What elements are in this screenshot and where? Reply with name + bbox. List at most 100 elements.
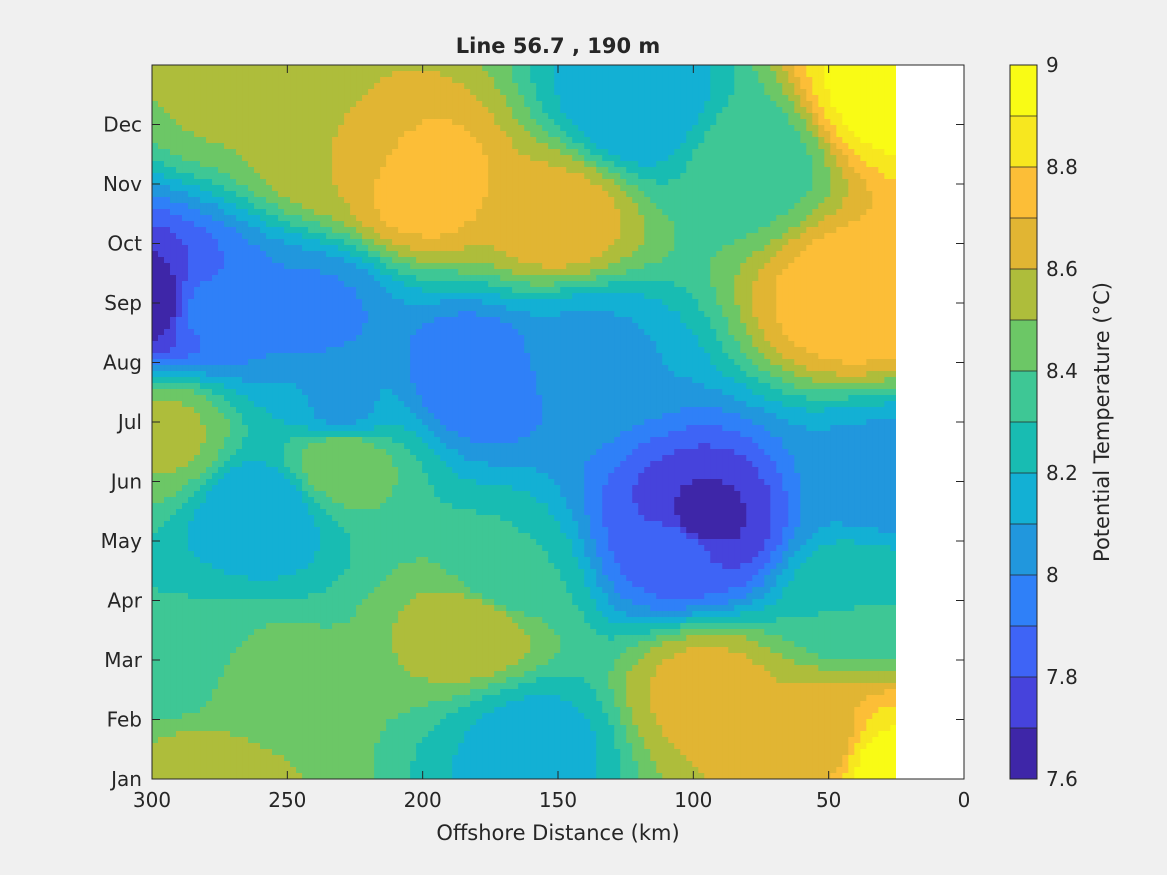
contour-cell (362, 179, 369, 186)
contour-cell (362, 239, 369, 246)
contour-cell (260, 71, 267, 78)
contour-cell (614, 149, 621, 156)
contour-cell (350, 305, 357, 312)
contour-cell (326, 173, 333, 180)
contour-cell (806, 101, 813, 108)
contour-cell (290, 275, 297, 282)
contour-cell (212, 251, 219, 258)
contour-cell (638, 107, 645, 114)
contour-cell (488, 155, 495, 162)
contour-cell (554, 281, 561, 288)
contour-cell (404, 209, 411, 216)
contour-cell (572, 71, 579, 78)
contour-cell (758, 167, 765, 174)
contour-cell (764, 269, 771, 276)
contour-cell (518, 245, 525, 252)
contour-cell (404, 119, 411, 126)
contour-cell (632, 77, 639, 84)
contour-cell (698, 185, 705, 192)
contour-cell (242, 191, 249, 198)
contour-cell (440, 203, 447, 210)
contour-cell (254, 161, 261, 168)
contour-cell (710, 161, 717, 168)
contour-cell (554, 221, 561, 228)
contour-cell (380, 197, 387, 204)
contour-cell (746, 101, 753, 108)
contour-cell (698, 143, 705, 150)
contour-cell (458, 149, 465, 156)
contour-cell (788, 281, 795, 288)
contour-cell (272, 113, 279, 120)
contour-cell (380, 221, 387, 228)
contour-cell (434, 77, 441, 84)
contour-cell (368, 173, 375, 180)
contour-cell (722, 269, 729, 276)
contour-cell (170, 71, 177, 78)
contour-cell (320, 233, 327, 240)
contour-cell (824, 149, 831, 156)
contour-cell (290, 137, 297, 144)
contour-cell (212, 203, 219, 210)
contour-cell (362, 125, 369, 132)
contour-cell (422, 293, 429, 300)
contour-cell (374, 137, 381, 144)
contour-cell (668, 83, 675, 90)
contour-cell (206, 137, 213, 144)
contour-cell (518, 161, 525, 168)
contour-cell (758, 251, 765, 258)
contour-cell (248, 179, 255, 186)
contour-cell (416, 113, 423, 120)
contour-cell (860, 227, 867, 234)
contour-cell (230, 221, 237, 228)
contour-cell (596, 281, 603, 288)
contour-cell (584, 227, 591, 234)
contour-cell (224, 71, 231, 78)
contour-cell (644, 95, 651, 102)
contour-cell (506, 299, 513, 306)
contour-cell (842, 107, 849, 114)
contour-cell (512, 113, 519, 120)
contour-cell (152, 203, 159, 210)
contour-cell (434, 197, 441, 204)
contour-cell (782, 287, 789, 294)
contour-cell (590, 203, 597, 210)
contour-cell (566, 191, 573, 198)
contour-cell (428, 281, 435, 288)
contour-cell (788, 239, 795, 246)
contour-cell (458, 245, 465, 252)
contour-cell (320, 185, 327, 192)
contour-cell (812, 149, 819, 156)
contour-cell (608, 293, 615, 300)
contour-cell (752, 227, 759, 234)
contour-cell (680, 281, 687, 288)
contour-cell (386, 215, 393, 222)
contour-cell (728, 71, 735, 78)
contour-cell (188, 281, 195, 288)
contour-cell (842, 281, 849, 288)
contour-cell (686, 125, 693, 132)
contour-cell (422, 275, 429, 282)
contour-cell (398, 281, 405, 288)
contour-cell (644, 65, 651, 72)
contour-cell (572, 233, 579, 240)
contour-cell (278, 95, 285, 102)
contour-cell (692, 215, 699, 222)
contour-cell (560, 263, 567, 270)
contour-cell (782, 179, 789, 186)
contour-cell (572, 275, 579, 282)
contour-cell (782, 95, 789, 102)
contour-cell (536, 179, 543, 186)
contour-cell (542, 137, 549, 144)
contour-cell (530, 107, 537, 114)
contour-cell (218, 269, 225, 276)
contour-cell (854, 293, 861, 300)
contour-cell (392, 185, 399, 192)
contour-cell (836, 275, 843, 282)
contour-cell (320, 77, 327, 84)
contour-cell (266, 209, 273, 216)
contour-cell (812, 293, 819, 300)
contour-cell (464, 197, 471, 204)
contour-cell (800, 185, 807, 192)
contour-cell (386, 299, 393, 306)
contour-cell (692, 167, 699, 174)
